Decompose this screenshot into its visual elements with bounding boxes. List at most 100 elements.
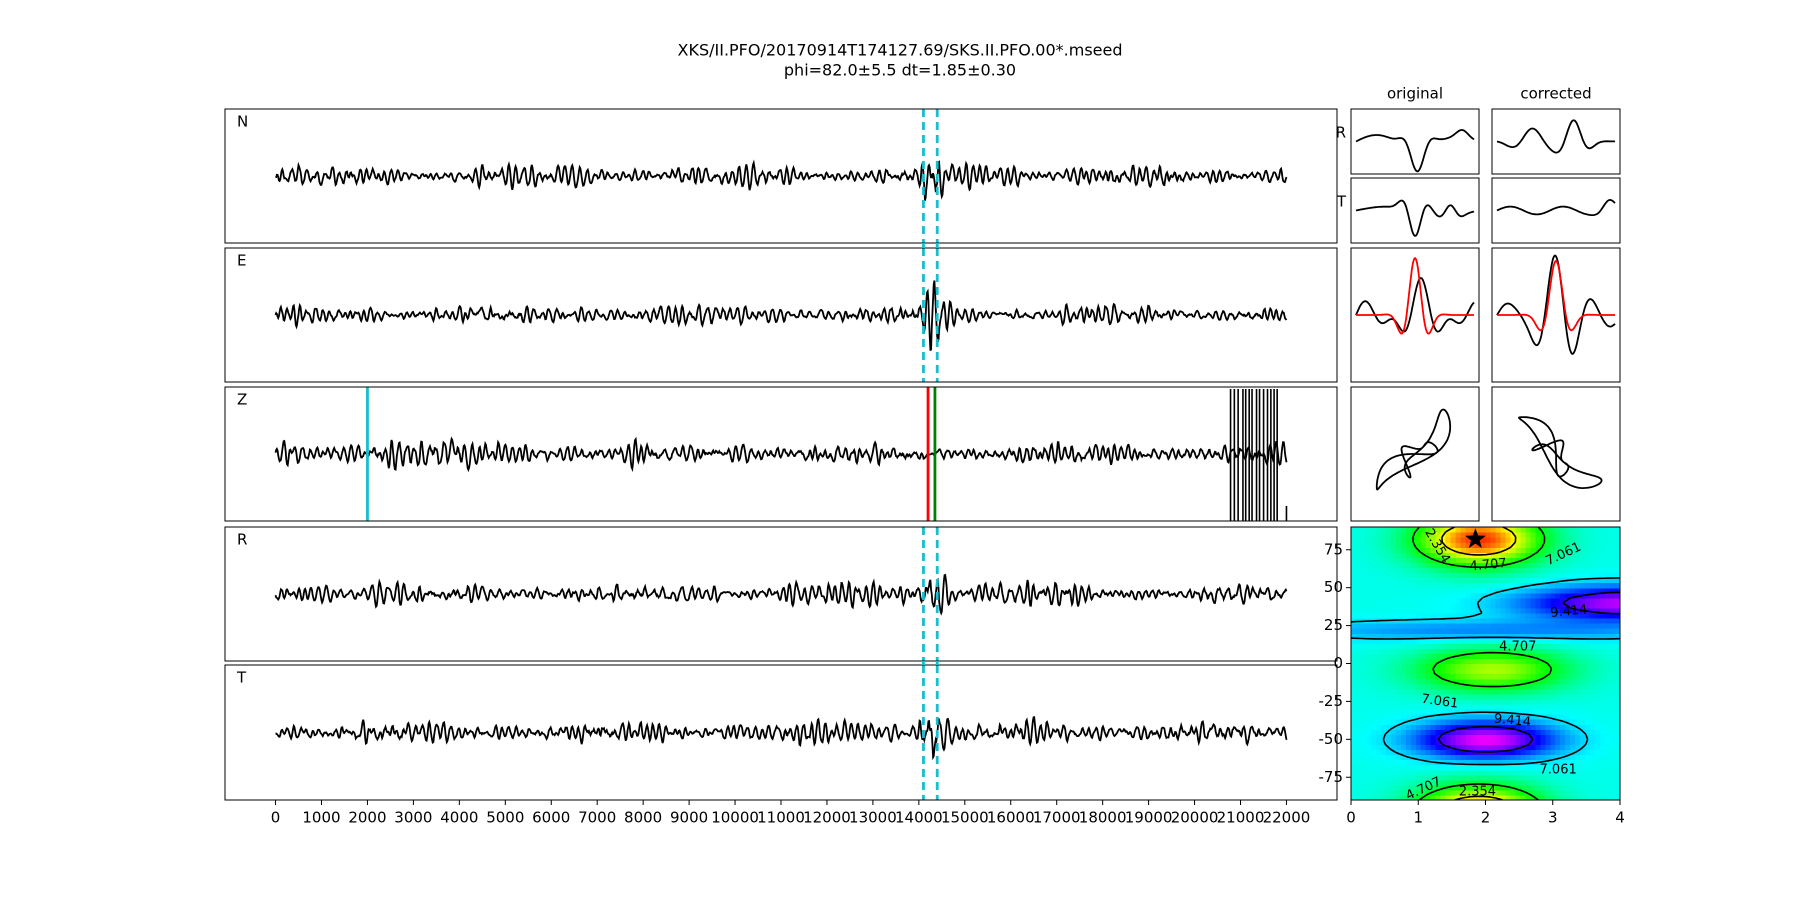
heat-cell bbox=[1550, 628, 1556, 634]
heat-cell bbox=[1410, 557, 1417, 563]
heat-cell bbox=[1500, 532, 1507, 538]
heat-cell bbox=[1400, 537, 1407, 543]
heat-cell bbox=[1610, 572, 1616, 579]
heat-cell bbox=[1600, 764, 1606, 771]
heat-cell bbox=[1395, 663, 1402, 670]
heat-cell bbox=[1485, 653, 1492, 660]
heat-cell bbox=[1440, 734, 1447, 740]
heat-cell bbox=[1380, 673, 1387, 680]
heat-cell bbox=[1475, 643, 1482, 649]
heat-cell bbox=[1580, 577, 1586, 584]
heat-cell bbox=[1590, 683, 1596, 690]
heat-cell bbox=[1535, 658, 1541, 665]
heat-cell bbox=[1600, 562, 1606, 569]
heat-cell bbox=[1420, 643, 1427, 649]
heat-cell bbox=[1615, 557, 1620, 563]
heat-cell bbox=[1510, 562, 1516, 569]
heat-cell bbox=[1570, 714, 1576, 720]
heat-cell bbox=[1570, 633, 1576, 639]
heat-cell bbox=[1460, 698, 1467, 705]
heat-cell bbox=[1380, 653, 1387, 660]
heat-cell bbox=[1410, 673, 1417, 680]
heat-cell bbox=[1415, 729, 1422, 735]
heat-cell bbox=[1390, 714, 1397, 720]
heat-cell bbox=[1555, 663, 1561, 670]
heat-cell bbox=[1600, 597, 1606, 604]
heat-cell bbox=[1435, 602, 1442, 609]
heat-cell bbox=[1590, 653, 1596, 660]
heat-cell bbox=[1480, 527, 1487, 533]
heat-cell bbox=[1410, 709, 1417, 715]
heat-cell bbox=[1450, 618, 1457, 624]
heat-cell bbox=[1460, 784, 1467, 791]
heat-cell bbox=[1495, 552, 1502, 558]
heat-cell bbox=[1565, 572, 1571, 579]
heat-cell bbox=[1515, 607, 1521, 614]
heat-cell bbox=[1440, 587, 1447, 594]
heat-cell bbox=[1500, 779, 1507, 786]
heat-cell bbox=[1570, 759, 1576, 766]
heat-cell bbox=[1590, 557, 1596, 563]
heat-cell bbox=[1545, 719, 1551, 725]
heat-cell bbox=[1570, 769, 1576, 776]
heat-cell bbox=[1540, 678, 1546, 685]
heat-cell bbox=[1410, 663, 1417, 670]
heat-cell bbox=[1351, 618, 1357, 624]
heat-cell bbox=[1560, 532, 1566, 538]
heat-cell bbox=[1530, 739, 1536, 745]
heat-cell bbox=[1420, 724, 1427, 730]
heat-cell bbox=[1605, 769, 1611, 776]
heat-cell bbox=[1351, 557, 1357, 563]
heat-cell bbox=[1375, 794, 1382, 800]
heat-cell bbox=[1595, 789, 1601, 796]
heat-cell bbox=[1365, 784, 1372, 791]
heat-cell bbox=[1355, 754, 1362, 761]
heat-cell bbox=[1485, 693, 1492, 700]
heat-cell bbox=[1615, 532, 1620, 538]
contour-label: 9.414 bbox=[1493, 711, 1532, 730]
heat-cell bbox=[1510, 749, 1516, 756]
heat-cell bbox=[1390, 784, 1397, 791]
heat-cell bbox=[1395, 709, 1402, 715]
heat-cell bbox=[1360, 658, 1367, 665]
heat-cell bbox=[1520, 628, 1526, 634]
heat-cell bbox=[1435, 754, 1442, 761]
heat-cell bbox=[1450, 623, 1457, 629]
heat-cell bbox=[1370, 688, 1377, 695]
heat-cell bbox=[1465, 638, 1472, 644]
heat-cell bbox=[1460, 618, 1467, 624]
heat-cell bbox=[1510, 668, 1516, 675]
heat-cell bbox=[1351, 628, 1357, 634]
heat-cell bbox=[1375, 648, 1382, 654]
heat-cell bbox=[1590, 744, 1596, 751]
heat-cell bbox=[1545, 542, 1551, 548]
heat-cell bbox=[1480, 759, 1487, 766]
heat-cell bbox=[1475, 572, 1482, 579]
heat-cell bbox=[1555, 643, 1561, 649]
heat-cell bbox=[1415, 567, 1422, 574]
heat-cell bbox=[1595, 527, 1601, 533]
heat-cell bbox=[1595, 572, 1601, 579]
heat-cell bbox=[1510, 769, 1516, 776]
heat-cell bbox=[1550, 602, 1556, 609]
heat-cell bbox=[1380, 668, 1387, 675]
heat-cell bbox=[1455, 759, 1462, 766]
heat-cell bbox=[1440, 744, 1447, 751]
heat-cell bbox=[1470, 729, 1477, 735]
heat-cell bbox=[1550, 607, 1556, 614]
heat-cell bbox=[1440, 703, 1447, 710]
heat-cell bbox=[1435, 724, 1442, 730]
heat-cell bbox=[1475, 587, 1482, 594]
heat-cell bbox=[1520, 714, 1526, 720]
heat-cell bbox=[1540, 653, 1546, 660]
heat-cell bbox=[1430, 577, 1437, 584]
heat-cell bbox=[1480, 542, 1487, 548]
heat-cell bbox=[1430, 714, 1437, 720]
heat-cell bbox=[1380, 587, 1387, 594]
heat-cell bbox=[1610, 739, 1616, 745]
heat-cell bbox=[1375, 562, 1382, 569]
heat-cell bbox=[1435, 552, 1442, 558]
heat-cell bbox=[1355, 779, 1362, 786]
heat-cell bbox=[1385, 587, 1392, 594]
heat-cell bbox=[1490, 567, 1497, 574]
